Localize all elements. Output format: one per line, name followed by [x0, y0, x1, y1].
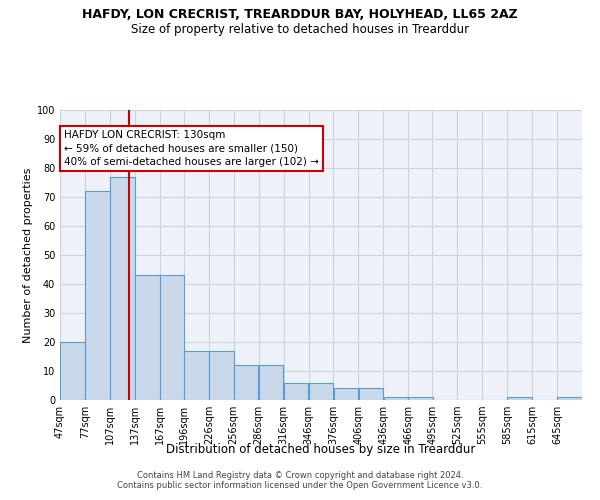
Bar: [383, 397, 408, 400]
Bar: [234, 365, 259, 400]
Bar: [508, 397, 532, 400]
Text: HAFDY LON CRECRIST: 130sqm
← 59% of detached houses are smaller (150)
40% of sem: HAFDY LON CRECRIST: 130sqm ← 59% of deta…: [64, 130, 319, 166]
Bar: [334, 388, 358, 400]
Bar: [184, 350, 209, 400]
Bar: [60, 342, 85, 400]
Bar: [160, 276, 184, 400]
Text: Contains HM Land Registry data © Crown copyright and database right 2024.
Contai: Contains HM Land Registry data © Crown c…: [118, 470, 482, 490]
Bar: [309, 382, 333, 400]
Y-axis label: Number of detached properties: Number of detached properties: [23, 168, 32, 342]
Bar: [259, 365, 283, 400]
Bar: [209, 350, 233, 400]
Bar: [409, 397, 433, 400]
Bar: [557, 397, 582, 400]
Text: HAFDY, LON CRECRIST, TREARDDUR BAY, HOLYHEAD, LL65 2AZ: HAFDY, LON CRECRIST, TREARDDUR BAY, HOLY…: [82, 8, 518, 20]
Bar: [110, 176, 134, 400]
Text: Size of property relative to detached houses in Trearddur: Size of property relative to detached ho…: [131, 22, 469, 36]
Bar: [85, 191, 110, 400]
Bar: [359, 388, 383, 400]
Bar: [284, 382, 308, 400]
Bar: [135, 276, 160, 400]
Text: Distribution of detached houses by size in Trearddur: Distribution of detached houses by size …: [166, 442, 476, 456]
